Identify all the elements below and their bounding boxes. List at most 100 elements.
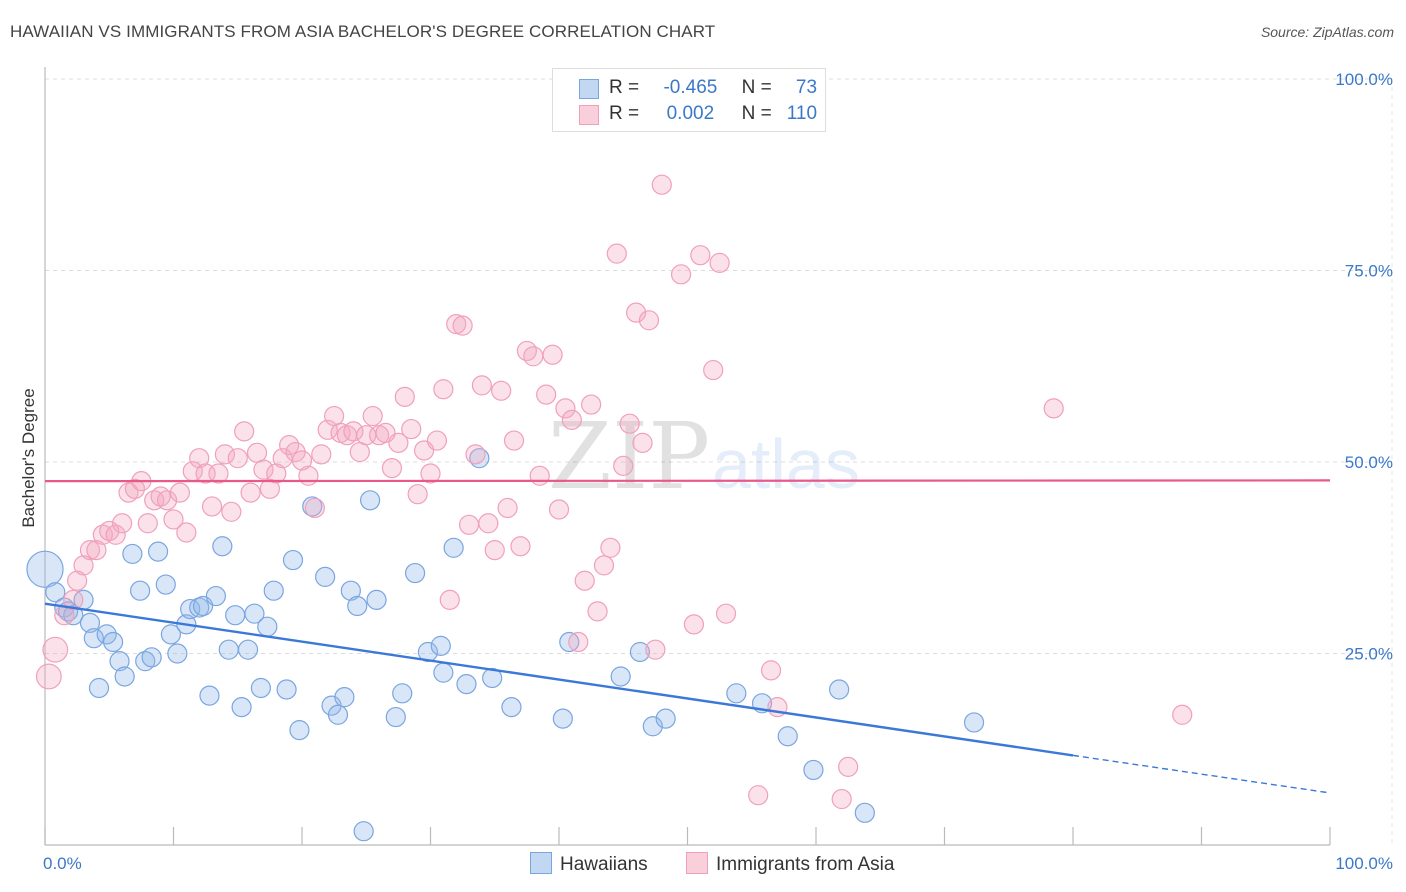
axes — [44, 67, 1331, 846]
data-point — [253, 459, 274, 480]
data-point — [289, 719, 310, 741]
data-point — [103, 631, 124, 653]
data-point — [385, 706, 406, 728]
data-point — [304, 497, 325, 519]
legend-r-value: -0.465 — [663, 77, 718, 98]
data-point — [469, 448, 490, 469]
data-point — [726, 683, 747, 704]
data-point — [327, 704, 349, 725]
data-point — [176, 522, 197, 543]
data-point — [114, 666, 135, 687]
data-point — [529, 465, 550, 486]
data-point — [122, 543, 143, 565]
data-point — [129, 580, 151, 601]
trend-lines — [44, 479, 1331, 794]
data-point — [324, 405, 345, 427]
data-point — [555, 398, 576, 419]
data-point — [420, 463, 441, 484]
data-point — [581, 394, 602, 415]
data-point — [392, 683, 413, 704]
data-point — [160, 624, 182, 645]
watermark-zip: ZIP — [548, 403, 710, 510]
data-point — [593, 555, 615, 576]
data-point — [613, 455, 634, 476]
data-point — [156, 490, 178, 511]
data-point — [169, 482, 191, 503]
data-point — [854, 802, 875, 823]
data-point — [137, 513, 158, 534]
data-point — [497, 497, 518, 519]
legend-n-label: N = — [741, 77, 772, 98]
legend-swatch-immigrants — [579, 105, 599, 125]
data-point — [651, 174, 672, 195]
data-point — [237, 639, 259, 660]
data-point — [105, 524, 126, 545]
data-point — [291, 450, 313, 471]
data-point — [638, 310, 660, 331]
data-point — [655, 708, 676, 729]
data-point — [298, 465, 319, 486]
data-point — [632, 432, 653, 453]
bottom-legend-label-immigrants: Immigrants from Asia — [716, 854, 895, 875]
data-point — [360, 490, 381, 511]
data-point — [433, 379, 454, 400]
data-point — [79, 612, 101, 633]
data-point — [150, 486, 171, 507]
data-point — [1172, 704, 1193, 725]
data-point — [574, 570, 595, 591]
data-point — [214, 444, 235, 465]
data-point — [803, 759, 824, 781]
data-point — [250, 677, 271, 699]
y-tick-label: 100.0% — [1335, 70, 1393, 89]
data-point — [715, 603, 737, 624]
legend-swatch-hawaiians — [579, 79, 599, 99]
legend-n-value: 110 — [786, 103, 818, 124]
bottom-legend-label-hawaiians: Hawaiians — [560, 854, 648, 875]
data-point — [79, 539, 101, 561]
data-point — [163, 509, 184, 530]
chart-title: HAWAIIAN VS IMMIGRANTS FROM ASIA BACHELO… — [10, 22, 716, 41]
y-tick-label: 25.0% — [1345, 645, 1393, 664]
data-point — [135, 651, 156, 672]
x-tick-label: 100.0% — [1335, 854, 1393, 873]
data-point — [600, 537, 621, 558]
data-point — [147, 541, 169, 562]
data-point — [491, 380, 512, 401]
data-point — [777, 726, 798, 747]
series-hawaiians — [26, 448, 985, 842]
data-point — [111, 513, 133, 534]
data-point — [690, 245, 711, 266]
data-point — [118, 482, 139, 503]
data-point — [433, 662, 454, 683]
data-point — [26, 550, 64, 588]
data-point — [443, 537, 464, 558]
y-axis-label: Bachelor's Degree — [19, 388, 38, 527]
data-point — [155, 574, 176, 595]
data-point — [362, 405, 383, 427]
data-point — [263, 580, 284, 601]
bottom-legend-hawaiians: Hawaiians — [530, 852, 648, 876]
data-point — [349, 441, 370, 463]
data-point — [366, 589, 387, 610]
data-point — [407, 484, 428, 505]
data-point — [42, 636, 69, 663]
data-point — [829, 679, 850, 700]
data-point — [257, 616, 278, 637]
data-point — [831, 788, 852, 810]
data-point — [201, 496, 223, 517]
data-point — [259, 478, 280, 499]
data-point — [709, 252, 730, 273]
source-label: Source: ZipAtlas.com — [1260, 24, 1394, 40]
data-point — [212, 536, 233, 557]
data-point — [189, 448, 210, 469]
data-point — [516, 340, 537, 362]
data-point — [401, 418, 422, 440]
trend-line-hawaiians-extension — [1072, 754, 1331, 794]
data-point — [510, 536, 531, 557]
data-point — [266, 463, 287, 484]
data-point — [394, 386, 415, 407]
data-point — [536, 384, 557, 405]
data-point — [221, 501, 242, 522]
data-point — [629, 641, 651, 663]
